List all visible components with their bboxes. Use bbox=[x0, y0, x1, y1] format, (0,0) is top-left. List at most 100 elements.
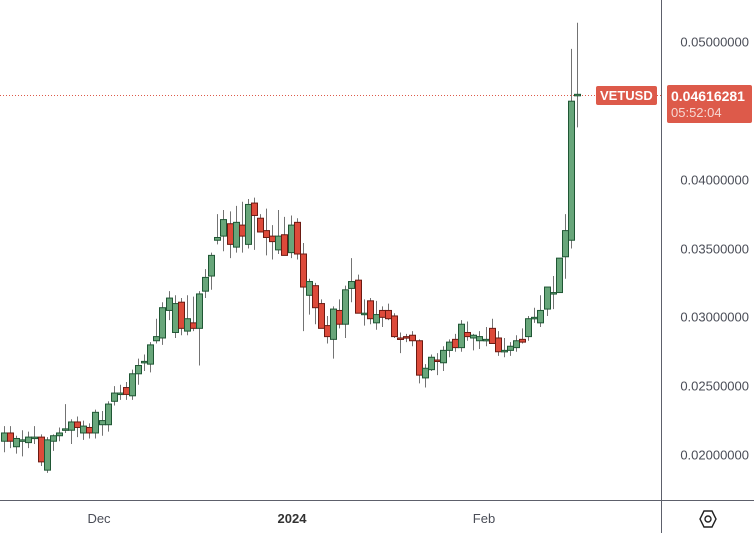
candle[interactable] bbox=[330, 306, 337, 359]
candle[interactable] bbox=[38, 434, 45, 467]
candle[interactable] bbox=[86, 423, 93, 439]
candle[interactable] bbox=[574, 22, 581, 128]
candle[interactable] bbox=[92, 409, 99, 439]
candle[interactable] bbox=[422, 364, 429, 388]
candle[interactable] bbox=[367, 298, 374, 325]
candle[interactable] bbox=[464, 321, 471, 341]
candle[interactable] bbox=[141, 354, 148, 372]
candle[interactable] bbox=[336, 299, 343, 329]
candle[interactable] bbox=[306, 278, 313, 315]
candle[interactable] bbox=[428, 354, 435, 372]
candle[interactable] bbox=[568, 48, 575, 249]
candle[interactable] bbox=[220, 209, 227, 252]
candle[interactable] bbox=[342, 285, 349, 338]
candle[interactable] bbox=[172, 295, 179, 338]
candle[interactable] bbox=[312, 282, 319, 325]
candle[interactable] bbox=[470, 333, 477, 351]
candle[interactable] bbox=[544, 286, 551, 316]
candle[interactable] bbox=[507, 342, 514, 356]
candle[interactable] bbox=[525, 315, 532, 341]
candle[interactable] bbox=[269, 225, 276, 260]
candle[interactable] bbox=[1, 426, 8, 453]
time-axis[interactable]: Dec 2024 Feb bbox=[0, 500, 661, 533]
candle[interactable] bbox=[44, 437, 51, 473]
candle[interactable] bbox=[348, 258, 355, 303]
candle[interactable] bbox=[483, 326, 490, 347]
candle[interactable] bbox=[562, 214, 569, 279]
candle[interactable] bbox=[202, 269, 209, 299]
candle[interactable] bbox=[31, 426, 38, 444]
candle[interactable] bbox=[434, 353, 441, 376]
candle[interactable] bbox=[373, 300, 380, 330]
candle[interactable] bbox=[7, 426, 14, 449]
chart-pane[interactable] bbox=[0, 0, 661, 500]
candle[interactable] bbox=[324, 315, 331, 344]
candle[interactable] bbox=[178, 298, 185, 336]
candle[interactable] bbox=[233, 205, 240, 253]
candle[interactable] bbox=[159, 302, 166, 345]
candle[interactable] bbox=[294, 218, 301, 260]
candle[interactable] bbox=[361, 299, 368, 326]
candle[interactable] bbox=[531, 307, 538, 323]
candle[interactable] bbox=[379, 306, 386, 327]
candle[interactable] bbox=[391, 313, 398, 338]
candle[interactable] bbox=[476, 331, 483, 349]
candle[interactable] bbox=[25, 431, 32, 449]
candle[interactable] bbox=[19, 430, 26, 457]
candle[interactable] bbox=[99, 410, 106, 436]
candle[interactable] bbox=[385, 303, 392, 321]
candle[interactable] bbox=[495, 331, 502, 356]
candlestick-plot[interactable] bbox=[0, 0, 661, 500]
chart-settings-button[interactable] bbox=[697, 508, 719, 530]
candle[interactable] bbox=[513, 335, 520, 352]
candle[interactable] bbox=[214, 214, 221, 245]
candle[interactable] bbox=[275, 209, 282, 255]
candle[interactable] bbox=[537, 295, 544, 327]
candle[interactable] bbox=[263, 208, 270, 256]
price-axis[interactable]: 0.05000000 0.04000000 0.03500000 0.03000000… bbox=[661, 0, 754, 500]
candle[interactable] bbox=[300, 242, 307, 332]
candle[interactable] bbox=[403, 333, 410, 343]
candle[interactable] bbox=[257, 214, 264, 233]
candle[interactable] bbox=[111, 386, 118, 406]
candle[interactable] bbox=[196, 291, 203, 366]
candle[interactable] bbox=[446, 339, 453, 358]
candle[interactable] bbox=[355, 274, 362, 314]
candle[interactable] bbox=[251, 197, 258, 250]
candle[interactable] bbox=[80, 420, 87, 440]
candle[interactable] bbox=[208, 252, 215, 290]
candle[interactable] bbox=[50, 434, 57, 451]
candle[interactable] bbox=[13, 435, 20, 454]
candle[interactable] bbox=[105, 401, 112, 432]
candle[interactable] bbox=[239, 201, 246, 253]
candle[interactable] bbox=[281, 216, 288, 256]
candle[interactable] bbox=[227, 211, 234, 259]
candle[interactable] bbox=[452, 333, 459, 352]
candle[interactable] bbox=[190, 296, 197, 332]
candle[interactable] bbox=[56, 427, 63, 442]
candle[interactable] bbox=[62, 404, 69, 433]
candle[interactable] bbox=[489, 318, 496, 344]
candle[interactable] bbox=[123, 382, 130, 400]
candle[interactable] bbox=[409, 331, 416, 347]
candle[interactable] bbox=[318, 299, 325, 329]
candle[interactable] bbox=[129, 369, 136, 400]
candle[interactable] bbox=[550, 276, 557, 310]
candle[interactable] bbox=[556, 257, 563, 294]
candle[interactable] bbox=[458, 320, 465, 352]
candle[interactable] bbox=[68, 419, 75, 444]
candle[interactable] bbox=[166, 291, 173, 321]
candle[interactable] bbox=[117, 384, 124, 400]
candle[interactable] bbox=[184, 295, 191, 336]
candle[interactable] bbox=[245, 198, 252, 249]
candle[interactable] bbox=[416, 339, 423, 384]
candle[interactable] bbox=[74, 416, 81, 438]
candle[interactable] bbox=[397, 332, 404, 354]
candle[interactable] bbox=[519, 328, 526, 344]
candle[interactable] bbox=[135, 358, 142, 385]
candle[interactable] bbox=[501, 337, 508, 358]
candle[interactable] bbox=[288, 215, 295, 259]
candle[interactable] bbox=[147, 342, 154, 373]
candle[interactable] bbox=[153, 318, 160, 344]
